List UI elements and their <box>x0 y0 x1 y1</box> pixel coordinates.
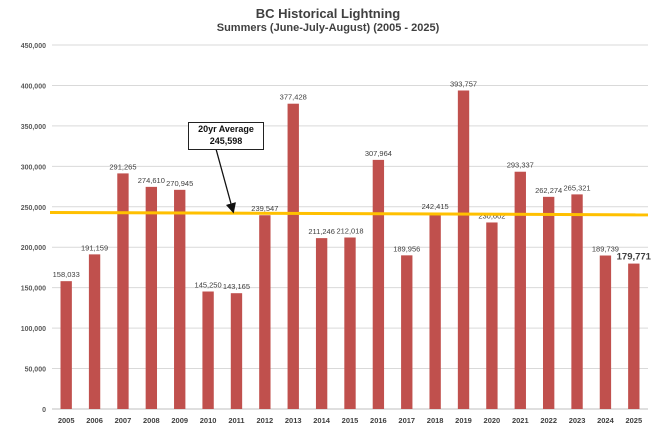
bar <box>372 159 385 409</box>
bar <box>174 189 186 409</box>
chart-title: BC Historical Lightning <box>255 6 401 21</box>
bar-value-label: 377,428 <box>280 93 307 102</box>
bar-value-label: 212,018 <box>336 227 363 236</box>
bar-value-label: 239,547 <box>251 204 278 213</box>
x-tick-label: 2005 <box>58 416 75 425</box>
bar <box>287 103 299 409</box>
x-tick-label: 2025 <box>625 416 642 425</box>
average-callout-value: 245,598 <box>209 136 243 146</box>
bar-value-label: 270,945 <box>166 179 193 188</box>
average-callout: 20yr Average 245,598 <box>188 122 264 150</box>
bar <box>60 281 72 409</box>
bar-value-label: 293,337 <box>507 161 534 170</box>
bar-value-label: 307,964 <box>365 149 392 158</box>
annotation-arrow <box>215 148 236 214</box>
bar-value-label: 179,771 <box>617 252 652 263</box>
bar <box>344 237 356 409</box>
bar-value-label: 145,250 <box>195 281 222 290</box>
bar-value-label: 393,757 <box>450 79 477 88</box>
bar-value-label: 262,274 <box>535 186 562 195</box>
x-tick-label: 2009 <box>171 416 188 425</box>
x-tick-label: 2014 <box>313 416 331 425</box>
bar-value-label: 143,165 <box>223 282 250 291</box>
bar-value-label: 158,033 <box>53 270 80 279</box>
x-tick-label: 2011 <box>228 416 244 425</box>
bar <box>88 254 101 409</box>
x-tick-label: 2020 <box>484 416 501 425</box>
y-tick-label: 450,000 <box>21 43 46 50</box>
x-tick-label: 2007 <box>115 416 132 425</box>
bar-value-label: 265,321 <box>563 183 590 192</box>
bar <box>429 212 441 409</box>
x-tick-label: 2016 <box>370 416 387 425</box>
bar <box>457 90 470 410</box>
x-tick-label: 2012 <box>257 416 274 425</box>
x-tick-label: 2023 <box>569 416 586 425</box>
y-tick-label: 200,000 <box>21 245 46 252</box>
bar-value-label: 274,610 <box>138 176 165 185</box>
x-tick-label: 2015 <box>342 416 359 425</box>
y-tick-label: 250,000 <box>21 205 46 212</box>
bar <box>599 255 612 409</box>
average-line <box>49 210 649 217</box>
bar <box>628 263 640 409</box>
x-tick-label: 2017 <box>398 416 415 425</box>
x-tick-label: 2018 <box>427 416 444 425</box>
bar-value-label: 291,265 <box>109 162 136 171</box>
bar <box>259 215 271 409</box>
bar <box>117 173 129 409</box>
x-tick-label: 2008 <box>143 416 160 425</box>
y-tick-label: 300,000 <box>21 164 46 171</box>
bar <box>202 291 214 409</box>
bar-value-label: 211,246 <box>308 227 335 236</box>
y-tick-label: 350,000 <box>21 124 46 131</box>
bar-value-label: 242,415 <box>422 202 449 211</box>
bar-value-label: 189,956 <box>393 244 420 253</box>
x-tick-label: 2010 <box>200 416 217 425</box>
x-axis-tick-labels: 2005 2006 2007 2008 2009 2010 2011 2012 2013 2014… <box>58 416 642 425</box>
average-callout-title: 20yr Average <box>198 124 254 134</box>
average-line-layer <box>49 210 649 217</box>
bar <box>230 293 243 409</box>
bar <box>571 194 583 409</box>
x-tick-label: 2022 <box>540 416 557 425</box>
x-tick-label: 2013 <box>285 416 302 425</box>
bar <box>401 255 413 409</box>
bar <box>542 196 555 409</box>
bars <box>60 90 640 410</box>
y-tick-label: 400,000 <box>21 83 46 90</box>
x-tick-label: 2021 <box>512 416 529 425</box>
y-tick-label: 0 <box>42 407 46 414</box>
y-tick-label: 100,000 <box>21 326 46 333</box>
x-tick-label: 2006 <box>86 416 103 425</box>
bar-value-label: 189,739 <box>592 245 619 254</box>
bar-value-label: 230,602 <box>478 211 505 220</box>
bar <box>145 186 158 409</box>
y-tick-label: 150,000 <box>21 286 46 293</box>
bar <box>514 171 526 409</box>
bar-value-label: 191,159 <box>81 243 108 252</box>
y-axis-tick-labels: 0 50,000 100,000 150,000 200,000 250,000 300,0… <box>21 43 46 414</box>
bar <box>486 222 498 409</box>
y-tick-label: 50,000 <box>25 367 47 374</box>
x-tick-label: 2024 <box>597 416 615 425</box>
bar <box>315 238 328 409</box>
chart-subtitle: Summers (June-July-August) (2005 - 2025) <box>216 22 440 34</box>
x-tick-label: 2019 <box>455 416 472 425</box>
